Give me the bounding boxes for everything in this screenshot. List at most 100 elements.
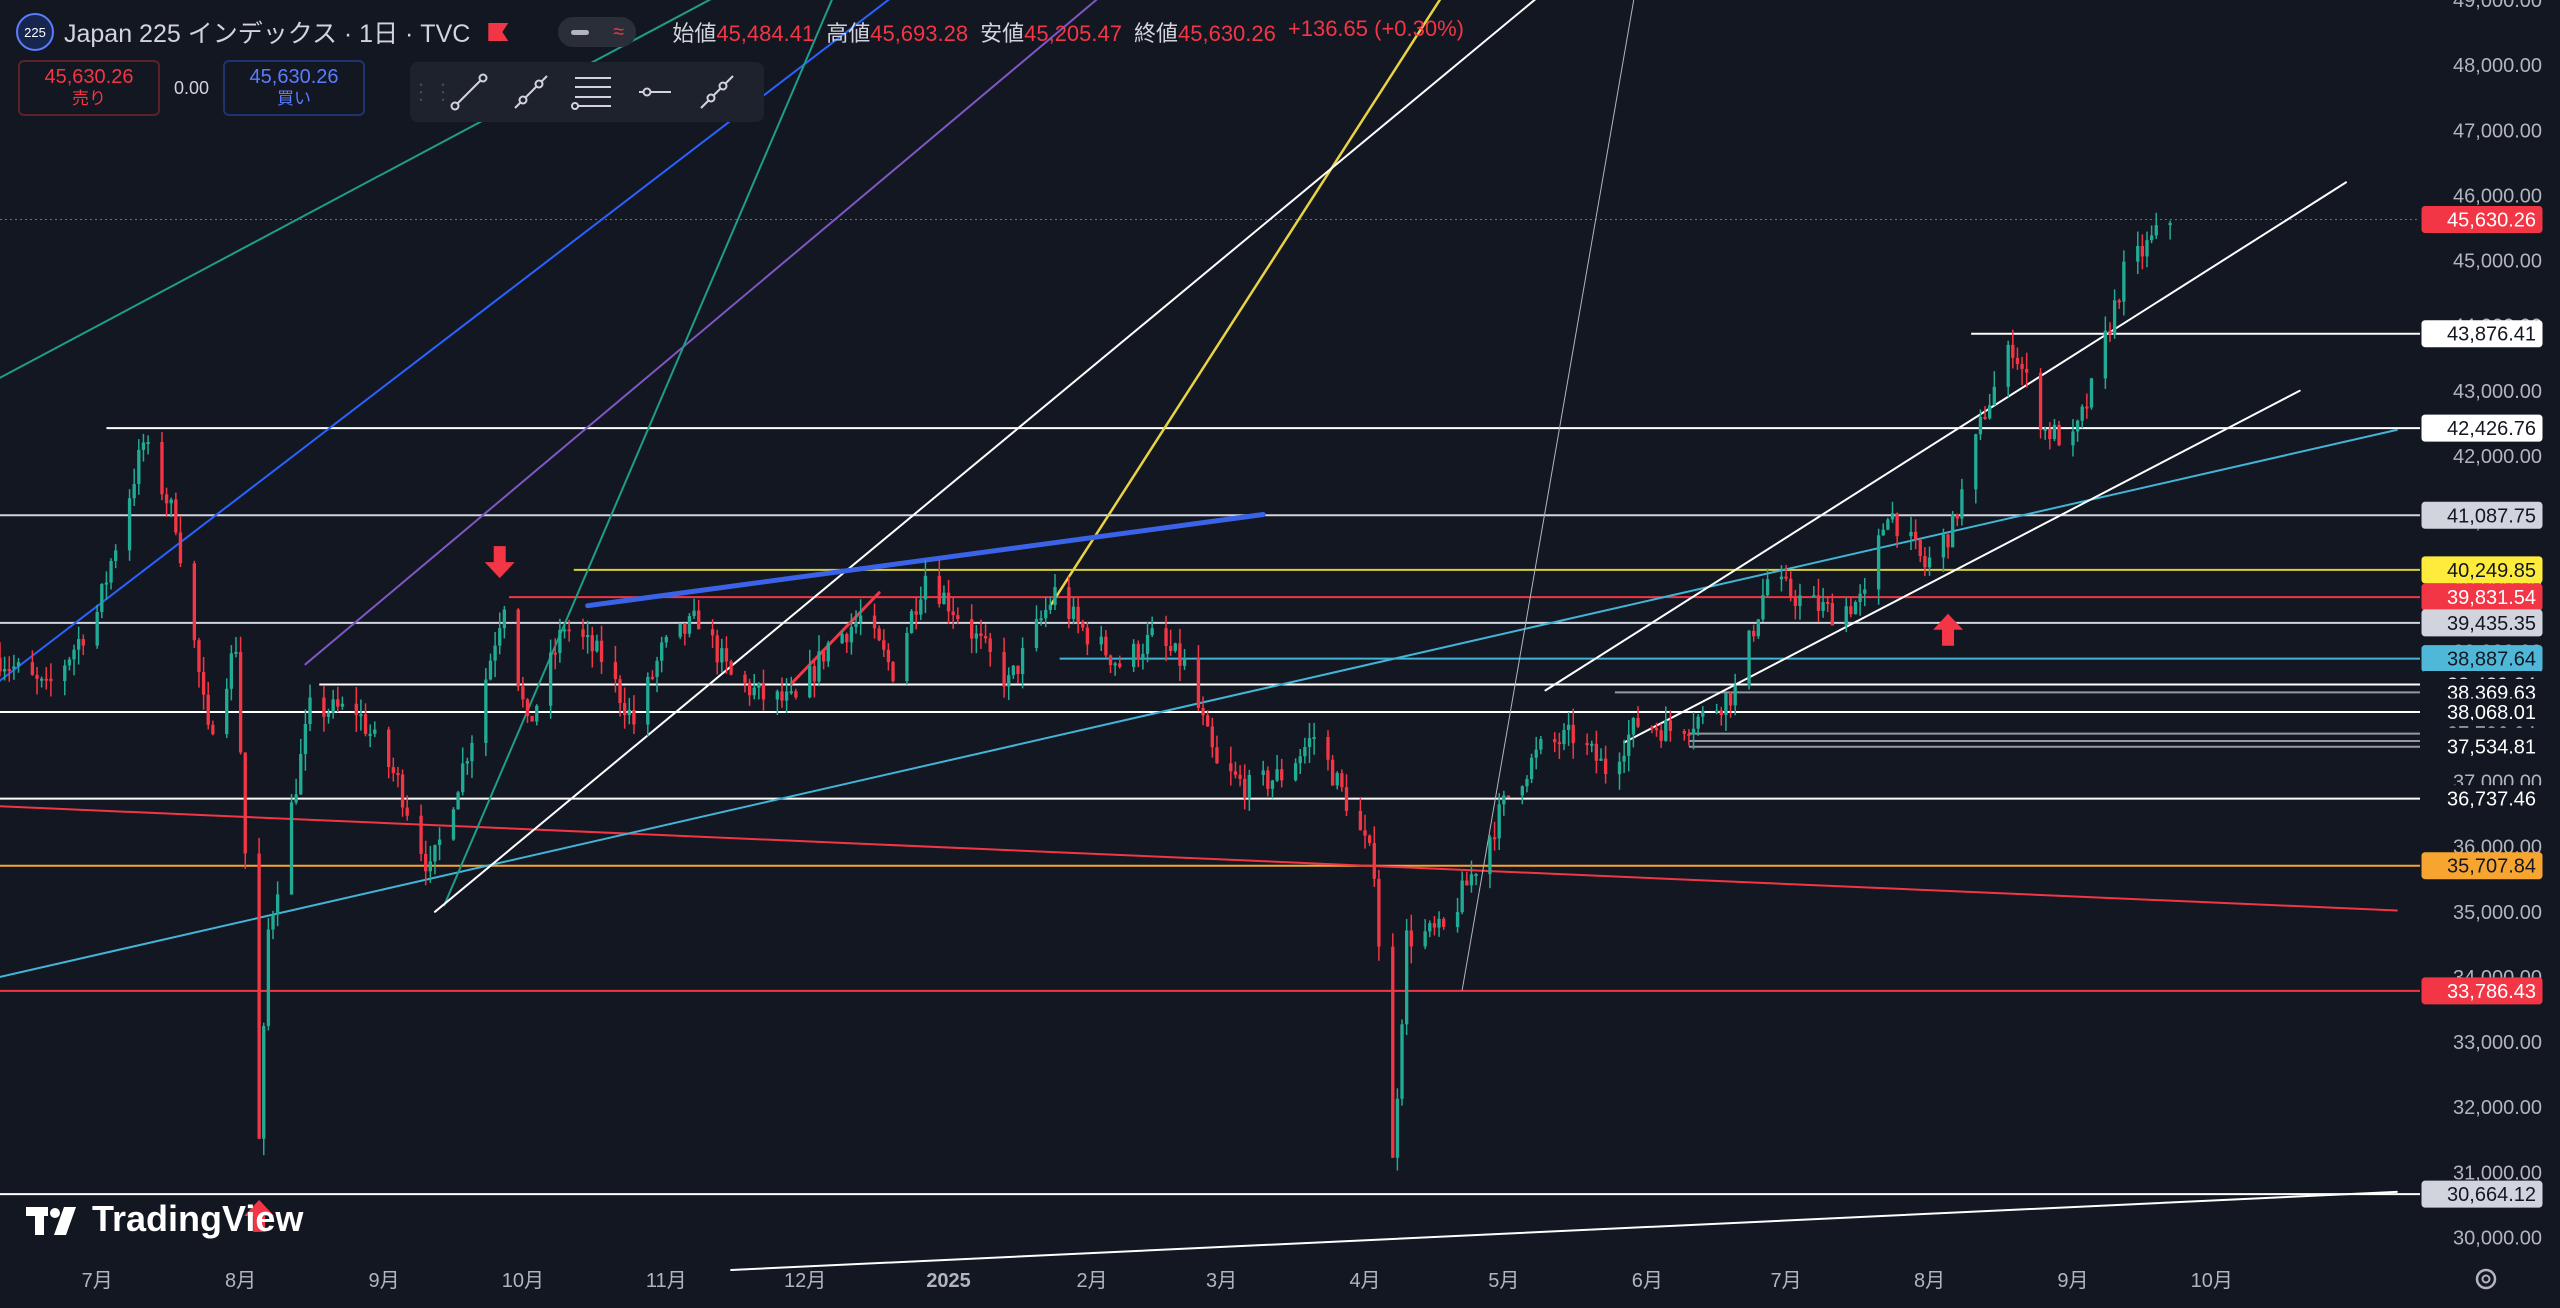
candle-body <box>1136 643 1140 660</box>
candle-body <box>1437 918 1441 928</box>
trend-line[interactable] <box>0 0 856 379</box>
candle <box>530 715 534 722</box>
candle <box>845 632 849 654</box>
candle-body <box>877 628 881 641</box>
candle-body <box>1761 595 1765 620</box>
candle <box>1113 661 1117 676</box>
symbol-header[interactable]: 225 Japan 225 インデックス · 1日 · TVC ≈ 始値45,4… <box>16 13 1464 51</box>
trend-line[interactable] <box>1623 389 2301 744</box>
trend-line[interactable] <box>789 591 881 686</box>
candle <box>1150 616 1154 638</box>
candle <box>724 636 729 674</box>
candle <box>1016 665 1020 684</box>
candle-body <box>456 792 460 810</box>
candle-body <box>2057 424 2061 446</box>
price-level-badge: 38,068.01 <box>2421 698 2543 726</box>
candle <box>1747 629 1751 690</box>
candle-body <box>988 638 992 652</box>
trend-line[interactable] <box>730 1190 2398 1271</box>
candle <box>747 678 752 706</box>
candle <box>331 689 335 719</box>
candle-body <box>1599 758 1603 761</box>
open-label: 始値 <box>672 21 717 46</box>
candle <box>2136 231 2140 275</box>
candle <box>2168 220 2172 240</box>
candle-body <box>729 661 733 675</box>
trend-line[interactable] <box>1544 181 2347 692</box>
candle-body <box>76 639 81 650</box>
flag-icon[interactable] <box>488 23 509 41</box>
time-axis[interactable]: 7月 8月 9月 10月 11月 12月 2025 2月 3月 4月 5月 6月 7月 8月 9月 10月 <box>82 1270 2233 1292</box>
ray-icon[interactable] <box>500 62 562 122</box>
candle <box>905 627 909 685</box>
candle <box>238 636 243 755</box>
candle-body <box>882 640 886 650</box>
price-level-badge: 30,664.12 <box>2421 1180 2543 1208</box>
candle-body <box>983 636 988 639</box>
trend-line[interactable] <box>0 805 2398 912</box>
candle-body <box>2103 330 2108 379</box>
candle-body <box>271 914 275 930</box>
candle <box>1719 706 1723 726</box>
trend-line[interactable] <box>433 0 1629 913</box>
candle-body <box>1728 693 1733 706</box>
candle <box>697 599 701 630</box>
trend-line[interactable] <box>0 0 990 682</box>
trend-line[interactable] <box>304 0 1189 666</box>
candle-body <box>1502 795 1506 805</box>
candle <box>271 910 275 940</box>
candle <box>1076 597 1080 634</box>
candle <box>743 670 747 693</box>
candle-body <box>595 640 599 652</box>
candle-body <box>2071 431 2075 446</box>
drag-handle-icon[interactable]: ⋮⋮ <box>410 79 454 104</box>
tradingview-logo[interactable]: TradingView <box>26 1198 303 1240</box>
candle-body <box>1941 534 1946 558</box>
candle <box>1312 722 1316 755</box>
trend-line-icon[interactable] <box>438 62 500 122</box>
indicator-toggle[interactable]: ≈ <box>558 17 637 47</box>
candle-body <box>599 640 604 663</box>
candle <box>715 629 719 675</box>
candle <box>1465 871 1469 886</box>
candle-body <box>2075 420 2080 432</box>
candle <box>2075 419 2080 442</box>
candle <box>1280 758 1284 788</box>
trend-line[interactable] <box>443 0 865 907</box>
candle-body <box>1330 759 1335 786</box>
candle <box>1816 578 1821 623</box>
horizontal-ray-icon[interactable] <box>624 62 686 122</box>
candle <box>95 604 99 649</box>
candle <box>424 840 428 886</box>
candle <box>951 596 955 629</box>
candle-body <box>428 861 432 872</box>
extended-line-icon[interactable] <box>686 62 748 122</box>
parallel-channel-icon[interactable] <box>562 62 624 122</box>
trend-line[interactable] <box>1049 0 1490 607</box>
candle <box>956 607 960 625</box>
settings-gear-icon[interactable] <box>2475 1268 2497 1290</box>
candle <box>683 623 687 646</box>
candle <box>1631 717 1636 748</box>
candle-body <box>303 724 308 754</box>
symbol-title[interactable]: Japan 225 インデックス · 1日 · TVC <box>64 20 471 48</box>
candle-body <box>752 687 756 696</box>
price-level-badge: 41,087.75 <box>2421 501 2543 529</box>
sell-button[interactable]: 45,630.26 売り <box>18 60 160 116</box>
candle-body <box>817 651 821 682</box>
candle-body <box>1372 842 1376 879</box>
candle <box>988 632 992 667</box>
candle <box>914 597 918 630</box>
candle-body <box>715 635 719 663</box>
price-level-label: 39,831.54 <box>2447 587 2536 609</box>
candle <box>553 638 557 670</box>
candle-body <box>63 665 67 682</box>
trend-line[interactable] <box>1461 0 1647 991</box>
trend-line[interactable] <box>585 512 1266 609</box>
candle <box>1525 775 1529 793</box>
candle-body <box>1585 743 1589 746</box>
candle-body <box>1118 663 1122 667</box>
buy-button[interactable]: 45,630.26 買い <box>223 60 366 116</box>
candle <box>1210 717 1214 758</box>
